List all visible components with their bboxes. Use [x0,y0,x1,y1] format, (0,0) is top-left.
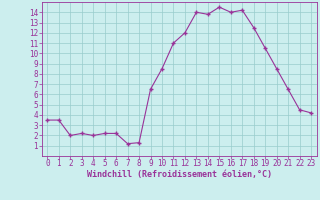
X-axis label: Windchill (Refroidissement éolien,°C): Windchill (Refroidissement éolien,°C) [87,170,272,179]
